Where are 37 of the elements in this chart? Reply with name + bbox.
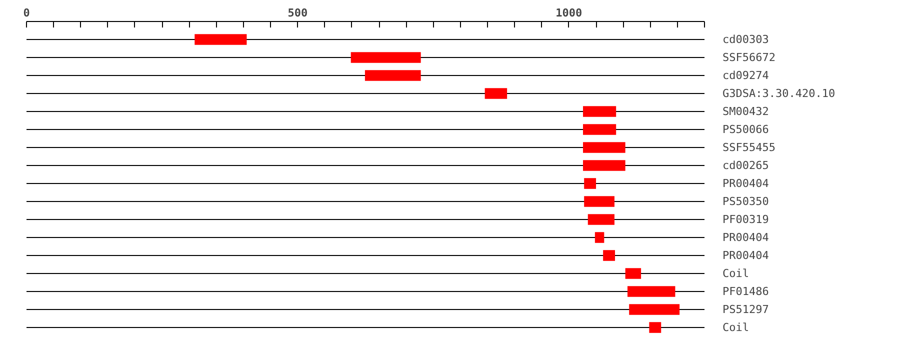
bar	[194, 34, 247, 45]
y-tick-label: cd09274	[722, 69, 770, 82]
bar	[583, 160, 626, 171]
bar	[350, 52, 421, 63]
x-tick-label: 0	[23, 6, 30, 20]
bar	[364, 70, 421, 81]
x-tick-label: 500	[288, 6, 308, 20]
y-tick-label: G3DSA:3.30.420.10	[722, 87, 836, 100]
y-tick-label: PR00404	[722, 231, 770, 244]
bar	[603, 250, 616, 261]
bar	[584, 196, 614, 207]
bar	[627, 286, 676, 297]
bar	[583, 124, 616, 135]
y-tick-label: PF00319	[722, 213, 769, 226]
y-tick-label: PR00404	[722, 249, 770, 262]
bar	[588, 214, 614, 225]
bar	[484, 88, 508, 99]
bar	[583, 106, 616, 117]
bar	[583, 142, 626, 153]
bar	[629, 304, 680, 315]
y-tick-label: SSF55455	[722, 141, 776, 154]
bar	[594, 232, 604, 243]
y-tick-label: SSF56672	[722, 51, 776, 64]
bar	[584, 178, 596, 189]
y-tick-label: Coil	[722, 267, 749, 280]
y-tick-label: Coil	[722, 321, 749, 334]
y-tick-label: cd00303	[722, 33, 769, 46]
y-tick-label: PS50350	[722, 195, 769, 208]
y-tick-label: cd00265	[722, 159, 769, 172]
y-tick-label: SM00432	[722, 105, 769, 118]
bar	[625, 268, 642, 279]
y-tick-label: PS50066	[722, 123, 769, 136]
y-tick-label: PR00404	[722, 177, 770, 190]
y-tick-label: PS51297	[722, 303, 769, 316]
y-tick-label: PF01486	[722, 285, 769, 298]
x-tick-label: 1000	[556, 6, 582, 20]
bar	[649, 322, 662, 333]
